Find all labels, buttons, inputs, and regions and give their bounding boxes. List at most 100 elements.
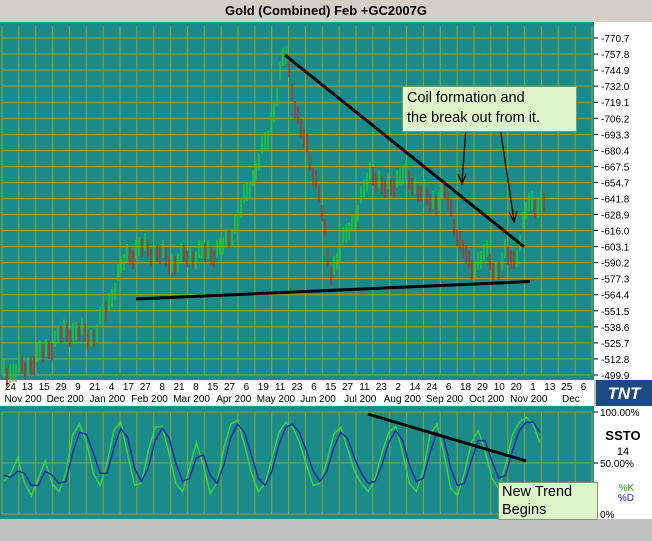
y-tick-label: -706.2 [601, 114, 630, 125]
coil-annotation: Coil formation and the break out from it… [402, 86, 577, 132]
stoch-title: SSTO [605, 428, 640, 443]
x-month-label: Jan 200 [90, 394, 126, 405]
x-day-label: 25 [561, 382, 573, 393]
stoch-y-tick-label: 0% [600, 510, 615, 521]
y-tick-label: -538.6 [601, 323, 630, 334]
y-tick-label: -525.7 [601, 339, 630, 350]
coil-annotation-line2: the break out from it. [407, 110, 540, 126]
x-day-label: 11 [275, 382, 286, 393]
x-day-label: 27 [342, 382, 354, 393]
stoch-params: 14 [617, 446, 629, 458]
x-day-label: 15 [207, 382, 219, 393]
annotation-arrow [499, 126, 515, 221]
y-tick-label: -719.1 [601, 98, 630, 109]
x-month-label: Nov 200 [510, 394, 548, 405]
support-trendline [135, 280, 531, 301]
x-day-label: 2 [395, 382, 401, 393]
annotation-arrowhead [457, 173, 467, 186]
x-month-label: Dec [562, 394, 580, 405]
x-day-label: 29 [477, 382, 489, 393]
y-tick-label: -744.9 [601, 66, 630, 77]
y-tick-label: -603.1 [601, 243, 630, 254]
x-day-label: 27 [140, 382, 152, 393]
x-day-label: 13 [544, 382, 556, 393]
x-day-label: 24 [5, 382, 17, 393]
y-tick-label: -590.2 [601, 259, 630, 270]
stoch-y-tick-label: 50.00% [600, 459, 634, 470]
x-day-label: 6 [581, 382, 587, 393]
chart-window: Gold (Combined) Feb +GC2007G -770.7 -757.… [0, 0, 652, 521]
x-month-label: Jun 200 [300, 394, 336, 405]
stoch-legend-d: %D [618, 493, 634, 504]
x-day-label: 18 [460, 382, 472, 393]
x-day-label: 24 [426, 382, 438, 393]
y-tick-label: -564.4 [601, 291, 630, 302]
x-month-label: Jul 200 [344, 394, 377, 405]
x-day-label: 15 [325, 382, 337, 393]
y-tick-label: -654.7 [601, 178, 630, 189]
stoch-trendline [367, 412, 527, 463]
x-day-label: 6 [446, 382, 452, 393]
x-day-label: 8 [159, 382, 165, 393]
stoch-k-line [3, 416, 541, 498]
x-month-label: Aug 200 [384, 394, 422, 405]
price-panel[interactable] [0, 22, 594, 380]
x-day-label: 8 [193, 382, 199, 393]
y-tick-label: -732.0 [601, 82, 630, 93]
trend-annotation-line1: New Trend [502, 484, 573, 500]
trend-annotation-line2: Begins [502, 502, 547, 518]
x-month-label: Apr 200 [216, 394, 251, 405]
x-day-label: 6 [311, 382, 317, 393]
trend-annotation: New Trend Begins [498, 482, 598, 520]
x-day-label: 14 [409, 382, 421, 393]
x-month-label: Oct 200 [469, 394, 504, 405]
x-day-label: 11 [359, 382, 370, 393]
x-day-label: 21 [89, 382, 101, 393]
x-day-label: 23 [291, 382, 303, 393]
x-day-label: 10 [494, 382, 506, 393]
x-day-label: 6 [244, 382, 250, 393]
resistance-trendline [284, 53, 525, 248]
y-tick-label: -693.3 [601, 130, 630, 141]
x-month-label: May 200 [257, 394, 296, 405]
x-day-label: 29 [55, 382, 67, 393]
tnt-logo: TNT [596, 380, 652, 406]
price-chart[interactable]: -770.7 -757.8 -744.9 -732.0 -719.1 -706.2 -693… [0, 22, 652, 541]
date-axis-bg [0, 380, 594, 406]
y-tick-label: -757.8 [601, 50, 630, 61]
x-day-label: 19 [258, 382, 270, 393]
y-tick-label: -667.5 [601, 162, 630, 173]
x-month-label: Nov 200 [4, 394, 42, 405]
y-tick-label: -577.3 [601, 275, 630, 286]
x-month-label: Mar 200 [173, 394, 210, 405]
x-month-label: Feb 200 [131, 394, 168, 405]
x-day-label: 13 [22, 382, 34, 393]
y-tick-label: -628.9 [601, 210, 630, 221]
annotation-arrow [461, 126, 467, 183]
x-day-label: 4 [109, 382, 115, 393]
x-month-label: Dec 200 [47, 394, 85, 405]
y-tick-label: -616.0 [601, 227, 630, 238]
y-tick-label: -641.8 [601, 194, 630, 205]
price-axis-bg [594, 22, 652, 380]
chart-title: Gold (Combined) Feb +GC2007G [0, 0, 652, 23]
x-day-label: 27 [224, 382, 236, 393]
x-month-label: Sep 200 [426, 394, 464, 405]
stoch-axis-bg [594, 406, 652, 519]
annotation-arrowhead [508, 210, 518, 224]
x-day-label: 9 [75, 382, 81, 393]
stoch-d-line [3, 421, 541, 487]
stoch-legend-k: %K [618, 483, 634, 494]
x-day-label: 15 [39, 382, 51, 393]
tnt-logo-text: TNT [607, 384, 642, 403]
x-day-label: 17 [123, 382, 135, 393]
y-tick-label: -512.8 [601, 355, 630, 366]
x-day-label: 23 [376, 382, 388, 393]
x-day-label: 21 [173, 382, 185, 393]
stoch-y-tick-label: 100.00% [600, 408, 640, 419]
y-tick-label: -551.5 [601, 307, 630, 318]
coil-annotation-line1: Coil formation and [407, 90, 525, 106]
y-tick-label: -770.7 [601, 34, 630, 45]
x-day-label: 20 [511, 382, 523, 393]
y-tick-label: -680.4 [601, 146, 630, 157]
